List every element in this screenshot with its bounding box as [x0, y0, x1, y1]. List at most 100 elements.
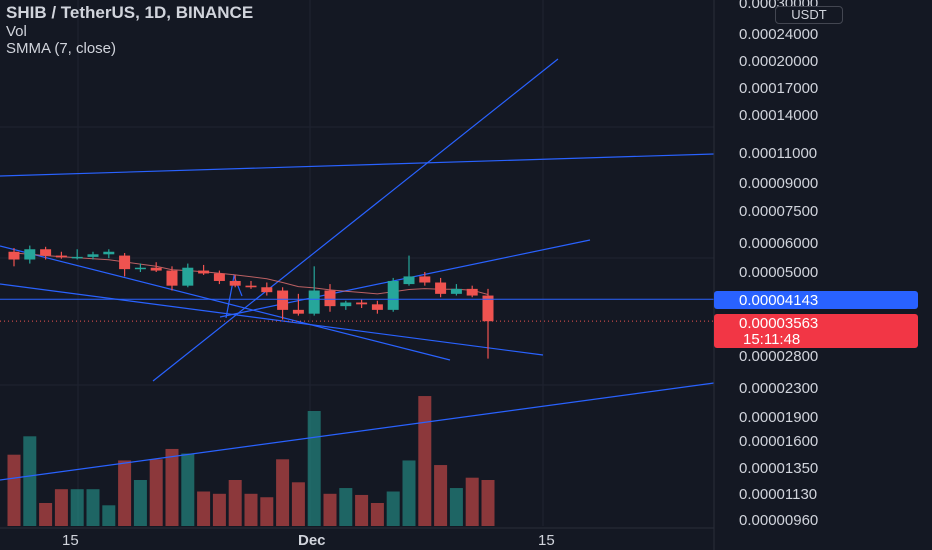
candle-body — [24, 249, 36, 260]
volume-bar — [307, 411, 321, 526]
volume-bar — [70, 489, 84, 526]
price-axis[interactable]: 0.000300000.000240000.000200000.00017000… — [739, 0, 818, 529]
line-price-badge-text: 0.00004143 — [739, 292, 818, 309]
candle-body — [87, 254, 99, 257]
price-tick: 0.00024000 — [739, 26, 818, 43]
price-tick: 0.00006000 — [739, 235, 818, 252]
candle-body — [55, 255, 67, 258]
candle-body — [403, 276, 415, 285]
candle-body — [450, 288, 462, 294]
price-tick: 0.00002800 — [739, 348, 818, 365]
price-tick: 0.00020000 — [739, 53, 818, 70]
volume-bar — [434, 465, 448, 526]
symbol-title[interactable]: SHIB / TetherUS, 1D, BINANCE — [6, 3, 254, 22]
chart-legend[interactable]: SHIB / TetherUS, 1D, BINANCE Vol SMMA (7… — [6, 3, 253, 57]
volume-bar — [465, 477, 479, 526]
candle-body — [482, 295, 494, 322]
trendline-channel-upper[interactable] — [0, 245, 451, 361]
price-tick: 0.00009000 — [739, 175, 818, 192]
trendline-steep[interactable] — [152, 58, 559, 382]
volume-bar — [102, 505, 116, 526]
volume-bar — [54, 489, 68, 526]
volume-bar — [23, 436, 37, 526]
volume-bar — [197, 491, 211, 526]
volume-bar — [370, 503, 384, 526]
candle-body — [103, 251, 115, 255]
price-tick: 0.00014000 — [739, 107, 818, 124]
price-tick: 0.00000960 — [739, 512, 818, 529]
candle-body — [292, 309, 304, 314]
price-tick: 0.00011000 — [739, 145, 817, 162]
trendline-flat[interactable] — [0, 153, 715, 177]
last-price-badge-text: 0.00003563 — [739, 315, 818, 332]
candle-body — [119, 255, 131, 270]
candle-body — [8, 251, 20, 260]
volume-bar — [212, 493, 226, 526]
time-label-dec: Dec — [298, 532, 326, 549]
price-tick: 0.00002300 — [739, 380, 818, 397]
trend-lines — [0, 58, 715, 481]
candle-body — [198, 270, 210, 274]
price-tick: 0.00005000 — [739, 264, 818, 281]
candle-body — [261, 287, 273, 293]
volume-bar — [355, 494, 369, 526]
candle-body — [40, 249, 52, 256]
candle-body — [340, 302, 352, 307]
candle-body — [277, 290, 289, 310]
trendline-spike-marker[interactable] — [225, 273, 243, 319]
volume-bar — [7, 454, 21, 526]
volume-bar — [118, 460, 132, 526]
candle-body — [308, 290, 320, 314]
vol-legend-label[interactable]: Vol — [6, 23, 27, 40]
candle-body — [71, 256, 83, 259]
candle-body — [387, 280, 399, 310]
price-tick: 0.00001900 — [739, 409, 818, 426]
volume-bar — [402, 460, 416, 526]
trendline-channel-lower[interactable] — [0, 283, 544, 356]
volume-bar — [244, 493, 258, 526]
volume-bar — [165, 448, 179, 526]
candle-body — [182, 267, 194, 286]
time-label-15a: 15 — [62, 532, 79, 549]
volume-bar — [39, 503, 53, 526]
volume-bar — [418, 396, 432, 526]
candle-body — [419, 276, 431, 283]
countdown-text: 15:11:48 — [743, 331, 800, 348]
price-tick: 0.00001600 — [739, 433, 818, 450]
volume-bar — [228, 480, 242, 526]
last-price-badge — [714, 314, 918, 348]
volume-bar — [481, 480, 495, 526]
candles — [8, 245, 494, 359]
smma-legend-label[interactable]: SMMA (7, close) — [6, 40, 117, 57]
trendline-bottom[interactable] — [0, 382, 715, 481]
volume-bar — [276, 459, 290, 526]
candle-body — [245, 285, 257, 288]
line-price-badge — [714, 291, 918, 309]
volume-bar — [181, 453, 195, 526]
candle-body — [229, 280, 241, 286]
candle-body — [134, 267, 146, 270]
price-tick: 0.00001350 — [739, 460, 818, 477]
time-label-15b: 15 — [538, 532, 555, 549]
volume-bars — [7, 396, 495, 526]
candle-body — [324, 290, 336, 307]
candle-body — [150, 267, 162, 271]
currency-unit-button[interactable]: USDT — [775, 6, 843, 24]
grid — [0, 0, 714, 526]
candle-body — [213, 273, 225, 281]
candle-body — [371, 304, 383, 310]
candle-body — [466, 288, 478, 296]
candle-body — [356, 302, 368, 305]
volume-bar — [86, 489, 100, 526]
volume-bar — [386, 491, 400, 526]
volume-bar — [449, 488, 463, 526]
price-tick: 0.00017000 — [739, 80, 818, 97]
price-tick: 0.00001130 — [739, 486, 817, 503]
price-tick: 0.00007500 — [739, 203, 818, 220]
candle-body — [166, 270, 178, 286]
volume-bar — [133, 480, 147, 526]
volume-bar — [260, 497, 274, 526]
candle-body — [435, 282, 447, 294]
volume-bar — [339, 488, 353, 526]
